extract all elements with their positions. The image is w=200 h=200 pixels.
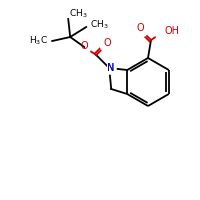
Text: O: O bbox=[80, 41, 88, 51]
Text: O: O bbox=[136, 23, 144, 33]
Text: CH$_3$: CH$_3$ bbox=[90, 19, 109, 31]
Text: N: N bbox=[107, 63, 114, 73]
Text: OH: OH bbox=[164, 26, 180, 36]
Text: O: O bbox=[103, 38, 111, 48]
Text: N: N bbox=[107, 63, 114, 73]
Text: H$_3$C: H$_3$C bbox=[29, 35, 48, 47]
Text: CH$_3$: CH$_3$ bbox=[69, 8, 88, 20]
